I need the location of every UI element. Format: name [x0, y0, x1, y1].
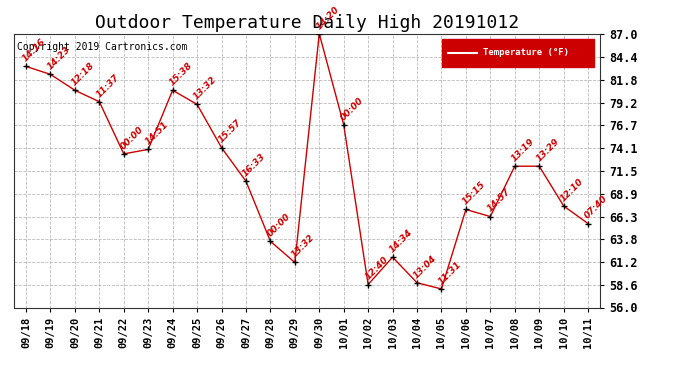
Text: 15:57: 15:57 — [217, 118, 243, 145]
Text: 14:34: 14:34 — [388, 228, 414, 254]
Text: 14:20: 14:20 — [314, 4, 341, 31]
Text: 12:18: 12:18 — [70, 61, 97, 87]
Text: 14:51: 14:51 — [144, 120, 170, 147]
Text: Temperature (°F): Temperature (°F) — [483, 48, 569, 57]
Text: 13:04: 13:04 — [412, 254, 439, 280]
Text: 00:00: 00:00 — [266, 212, 292, 238]
Text: 13:19: 13:19 — [510, 137, 536, 164]
Text: 15:38: 15:38 — [168, 61, 195, 87]
Text: 14:16: 14:16 — [21, 37, 48, 64]
Text: Copyright 2019 Cartronics.com: Copyright 2019 Cartronics.com — [17, 42, 187, 52]
Text: 13:32: 13:32 — [290, 233, 317, 260]
Text: 14:23: 14:23 — [46, 45, 72, 72]
Text: 12:40: 12:40 — [363, 255, 390, 282]
Text: 14:57: 14:57 — [485, 187, 512, 214]
Text: 07:40: 07:40 — [583, 194, 610, 221]
Text: 16:33: 16:33 — [241, 152, 268, 178]
Text: 15:15: 15:15 — [461, 180, 488, 207]
FancyBboxPatch shape — [442, 39, 594, 67]
Text: 11:31: 11:31 — [437, 260, 463, 286]
Title: Outdoor Temperature Daily High 20191012: Outdoor Temperature Daily High 20191012 — [95, 14, 519, 32]
Text: 00:00: 00:00 — [339, 95, 365, 122]
Text: 11:37: 11:37 — [95, 72, 121, 99]
Text: 00:00: 00:00 — [119, 124, 146, 151]
Text: 13:32: 13:32 — [192, 75, 219, 102]
Text: 12:10: 12:10 — [559, 177, 585, 203]
Text: 13:29: 13:29 — [534, 137, 561, 164]
